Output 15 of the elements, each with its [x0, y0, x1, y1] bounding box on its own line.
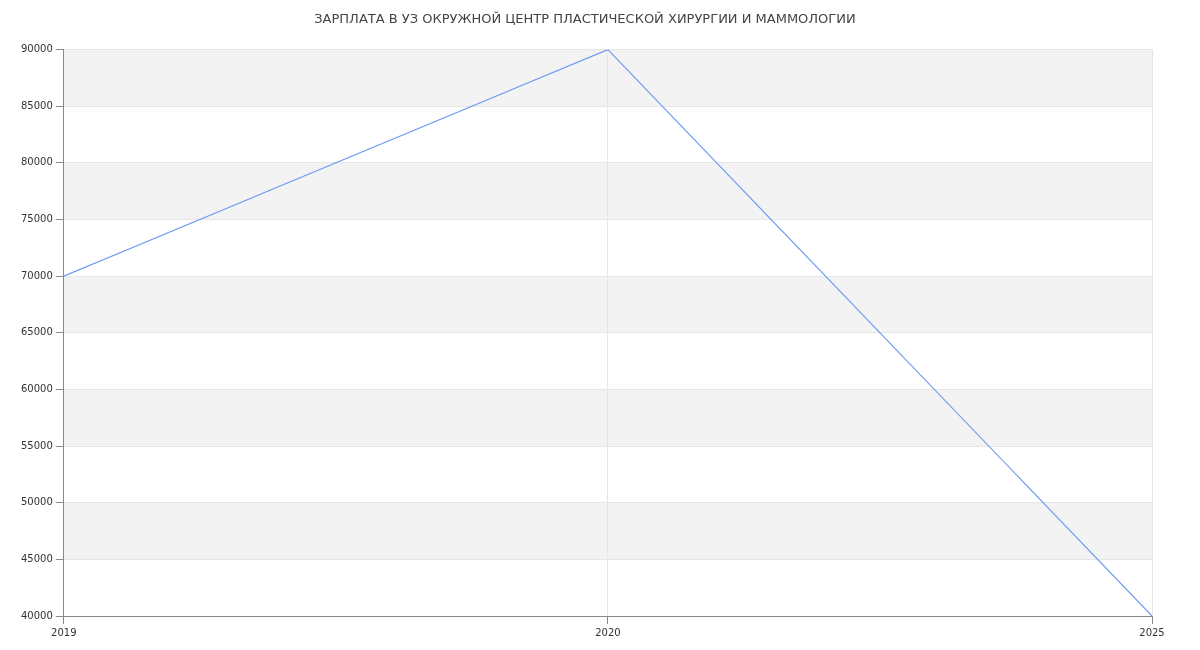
chart-title: ЗАРПЛАТА В УЗ ОКРУЖНОЙ ЦЕНТР ПЛАСТИЧЕСКОЙ ХИРУРГИИ И МАММОЛОГИИ — [314, 11, 856, 27]
y-tick-label: 85000 — [21, 99, 53, 111]
x-tick-label: 2019 — [51, 626, 77, 638]
y-tick-label: 60000 — [21, 383, 53, 395]
y-tick-label: 70000 — [21, 269, 53, 281]
y-tick-label: 40000 — [21, 609, 53, 621]
x-tick-label: 2020 — [595, 626, 621, 638]
y-tick-label: 80000 — [21, 156, 53, 168]
y-tick-label: 55000 — [21, 439, 53, 451]
y-tick-label: 65000 — [21, 326, 53, 338]
y-tick-label: 90000 — [21, 43, 53, 55]
y-tick-label: 50000 — [21, 496, 53, 508]
x-tick-label: 2025 — [1139, 626, 1165, 638]
y-tick-label: 75000 — [21, 213, 53, 225]
y-tick-label: 45000 — [21, 552, 53, 564]
